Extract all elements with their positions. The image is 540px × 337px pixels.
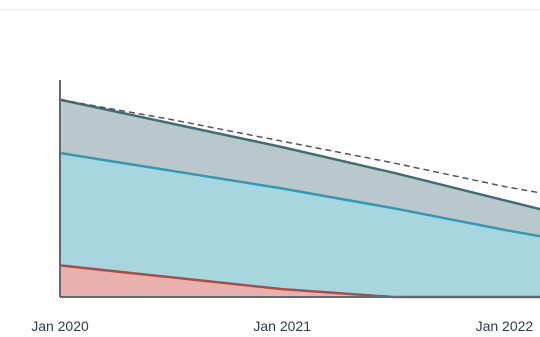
series-3-area [60, 265, 540, 297]
series-2-line [59, 151, 540, 238]
x-tick-label: Jan 2020 [31, 318, 89, 334]
series-1-line [59, 98, 540, 211]
x-tick-label: Jan 2022 [476, 318, 534, 334]
axes [59, 80, 540, 298]
series-areas [60, 99, 540, 297]
x-tick-label: Jan 2021 [253, 318, 311, 334]
x-tick-labels: Jan 2020 Jan 2021 Jan 2022 [31, 318, 533, 334]
series-2-area [60, 153, 540, 297]
top-divider [0, 9, 540, 10]
series-4-dashed-line [59, 98, 540, 194]
